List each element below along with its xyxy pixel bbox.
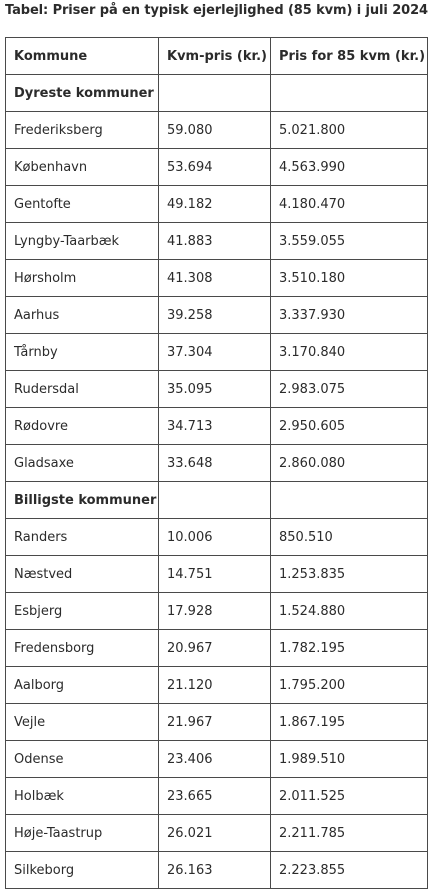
price-cell: 1.524.880 <box>270 592 428 630</box>
price-cell: 21.967 <box>158 703 271 741</box>
data-row: Vejle 21.967 1.867.195 <box>5 703 428 741</box>
municipality-cell: Frederiksberg <box>5 111 159 149</box>
municipality-cell: Aalborg <box>5 666 159 704</box>
price-cell: 37.304 <box>158 333 271 371</box>
data-row: Holbæk 23.665 2.011.525 <box>5 777 428 815</box>
price-cell: 1.782.195 <box>270 629 428 667</box>
municipality-cell: Rudersdal <box>5 370 159 408</box>
price-cell: 10.006 <box>158 518 271 556</box>
price-cell: 3.559.055 <box>270 222 428 260</box>
price-cell: 1.253.835 <box>270 555 428 593</box>
section-title: Billigste kommuner <box>5 481 159 519</box>
price-cell: 34.713 <box>158 407 271 445</box>
price-cell: 35.095 <box>158 370 271 408</box>
price-cell: 1.867.195 <box>270 703 428 741</box>
municipality-cell: Gentofte <box>5 185 159 223</box>
price-cell: 26.163 <box>158 851 271 889</box>
data-row: Odense 23.406 1.989.510 <box>5 740 428 778</box>
price-cell: 2.860.080 <box>270 444 428 482</box>
data-row: Fredensborg 20.967 1.782.195 <box>5 629 428 667</box>
data-row: Aalborg 21.120 1.795.200 <box>5 666 428 704</box>
price-cell: 21.120 <box>158 666 271 704</box>
price-cell: 23.665 <box>158 777 271 815</box>
municipality-cell: København <box>5 148 159 186</box>
municipality-cell: Rødovre <box>5 407 159 445</box>
municipality-cell: Gladsaxe <box>5 444 159 482</box>
empty-cell <box>158 481 271 519</box>
empty-cell <box>270 74 428 112</box>
municipality-cell: Esbjerg <box>5 592 159 630</box>
municipality-cell: Aarhus <box>5 296 159 334</box>
price-cell: 4.563.990 <box>270 148 428 186</box>
municipality-cell: Vejle <box>5 703 159 741</box>
data-row: Aarhus 39.258 3.337.930 <box>5 296 428 334</box>
empty-cell <box>270 481 428 519</box>
price-table: Kommune Kvm-pris (kr.) Pris for 85 kvm (kr… <box>5 37 428 889</box>
price-cell: 20.967 <box>158 629 271 667</box>
price-cell: 1.989.510 <box>270 740 428 778</box>
price-cell: 5.021.800 <box>270 111 428 149</box>
data-row: København 53.694 4.563.990 <box>5 148 428 186</box>
data-row: Tårnby 37.304 3.170.840 <box>5 333 428 371</box>
price-cell: 3.510.180 <box>270 259 428 297</box>
municipality-cell: Holbæk <box>5 777 159 815</box>
empty-cell <box>158 74 271 112</box>
section-title: Dyreste kommuner <box>5 74 159 112</box>
municipality-cell: Hørsholm <box>5 259 159 297</box>
price-cell: 2.211.785 <box>270 814 428 852</box>
municipality-cell: Næstved <box>5 555 159 593</box>
price-cell: 23.406 <box>158 740 271 778</box>
table-title: Tabel: Priser på en typisk ejerlejlighed… <box>5 3 428 18</box>
price-cell: 2.011.525 <box>270 777 428 815</box>
data-row: Silkeborg 26.163 2.223.855 <box>5 851 428 889</box>
section-row: Billigste kommuner <box>5 481 428 519</box>
header-row: Kommune Kvm-pris (kr.) Pris for 85 kvm (kr… <box>5 37 428 75</box>
price-cell: 26.021 <box>158 814 271 852</box>
price-cell: 1.795.200 <box>270 666 428 704</box>
price-cell: 2.983.075 <box>270 370 428 408</box>
data-row: Rudersdal 35.095 2.983.075 <box>5 370 428 408</box>
price-cell: 14.751 <box>158 555 271 593</box>
data-row: Randers 10.006 850.510 <box>5 518 428 556</box>
price-cell: 41.883 <box>158 222 271 260</box>
data-row: Frederiksberg 59.080 5.021.800 <box>5 111 428 149</box>
price-cell: 2.223.855 <box>270 851 428 889</box>
municipality-cell: Odense <box>5 740 159 778</box>
municipality-cell: Høje-Taastrup <box>5 814 159 852</box>
price-cell: 59.080 <box>158 111 271 149</box>
price-cell: 33.648 <box>158 444 271 482</box>
municipality-cell: Silkeborg <box>5 851 159 889</box>
price-cell: 4.180.470 <box>270 185 428 223</box>
price-cell: 2.950.605 <box>270 407 428 445</box>
municipality-cell: Randers <box>5 518 159 556</box>
municipality-cell: Tårnby <box>5 333 159 371</box>
data-row: Lyngby-Taarbæk 41.883 3.559.055 <box>5 222 428 260</box>
municipality-cell: Lyngby-Taarbæk <box>5 222 159 260</box>
data-row: Næstved 14.751 1.253.835 <box>5 555 428 593</box>
data-row: Rødovre 34.713 2.950.605 <box>5 407 428 445</box>
price-cell: 49.182 <box>158 185 271 223</box>
municipality-cell: Fredensborg <box>5 629 159 667</box>
section-row: Dyreste kommuner <box>5 74 428 112</box>
price-cell: 850.510 <box>270 518 428 556</box>
data-row: Gladsaxe 33.648 2.860.080 <box>5 444 428 482</box>
price-cell: 39.258 <box>158 296 271 334</box>
header-cell: Kvm-pris (kr.) <box>158 37 271 75</box>
header-cell: Kommune <box>5 37 159 75</box>
data-row: Høje-Taastrup 26.021 2.211.785 <box>5 814 428 852</box>
price-cell: 3.170.840 <box>270 333 428 371</box>
data-row: Gentofte 49.182 4.180.470 <box>5 185 428 223</box>
price-cell: 17.928 <box>158 592 271 630</box>
data-row: Hørsholm 41.308 3.510.180 <box>5 259 428 297</box>
price-cell: 53.694 <box>158 148 271 186</box>
price-cell: 41.308 <box>158 259 271 297</box>
header-cell: Pris for 85 kvm (kr.) <box>270 37 428 75</box>
price-cell: 3.337.930 <box>270 296 428 334</box>
data-row: Esbjerg 17.928 1.524.880 <box>5 592 428 630</box>
